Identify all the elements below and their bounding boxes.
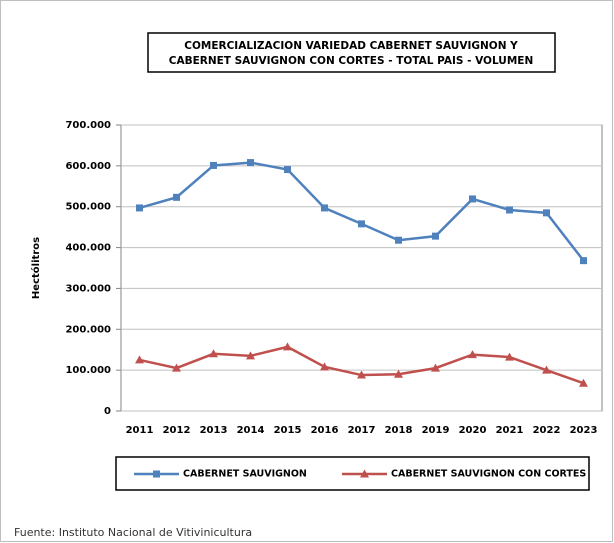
x-tick-label: 2015 — [274, 425, 302, 436]
point — [153, 470, 160, 478]
x-tick-label: 2013 — [200, 425, 228, 436]
x-tick-label: 2012 — [163, 425, 191, 436]
x-tick-label: 2023 — [570, 425, 598, 436]
source: Fuente: Instituto Nacional de Vitivinicu… — [14, 526, 252, 539]
legend-label: CABERNET SAUVIGNON — [183, 469, 307, 480]
point — [136, 204, 143, 212]
point — [543, 209, 550, 217]
point — [468, 350, 477, 359]
x-tick-label: 2017 — [348, 425, 376, 436]
point — [246, 351, 255, 360]
y-tick-label: 100.000 — [65, 365, 111, 376]
chart-title: COMERCIALIZACION VARIEDAD CABERNET SAUVI… — [184, 40, 518, 52]
point — [321, 204, 328, 212]
point — [284, 166, 291, 174]
legend-label: CABERNET SAUVIGNON CON CORTES — [391, 469, 586, 480]
y-tick-label: 200.000 — [65, 324, 111, 335]
point — [506, 206, 513, 214]
y-tick-label: 400.000 — [65, 243, 111, 254]
point — [505, 352, 514, 361]
x-tick-label: 2014 — [237, 425, 265, 436]
point — [135, 355, 144, 364]
y-tick-label: 300.000 — [65, 283, 111, 294]
x-tick-label: 2018 — [385, 425, 413, 436]
x-tick-label: 2022 — [533, 425, 561, 436]
point — [395, 236, 402, 244]
point — [358, 220, 365, 228]
point — [579, 378, 588, 387]
point — [172, 363, 181, 372]
y-tick-label: 600.000 — [65, 161, 111, 172]
point — [394, 369, 403, 378]
point — [173, 193, 180, 201]
x-tick-label: 2020 — [459, 425, 487, 436]
point — [283, 342, 292, 351]
chart-title: CABERNET SAUVIGNON CON CORTES - TOTAL PA… — [169, 55, 533, 67]
point — [360, 469, 369, 478]
point — [542, 365, 551, 374]
point — [469, 195, 476, 203]
x-tick-label: 2011 — [126, 425, 154, 436]
x-tick-label: 2019 — [422, 425, 450, 436]
point — [357, 370, 366, 379]
x-tick-label: 2016 — [311, 425, 339, 436]
point — [247, 159, 254, 167]
title-box — [147, 32, 556, 73]
y-tick-label: 0 — [104, 406, 111, 417]
y-axis-label: Hectólitros — [30, 237, 42, 299]
y-tick-label: 700.000 — [65, 120, 111, 131]
point — [209, 349, 218, 358]
point — [432, 232, 439, 240]
x-tick-label: 2021 — [496, 425, 524, 436]
point — [431, 363, 440, 372]
plot-area — [120, 124, 603, 412]
point — [320, 362, 329, 371]
point — [580, 257, 587, 265]
y-tick-label: 500.000 — [65, 202, 111, 213]
point — [210, 161, 217, 169]
